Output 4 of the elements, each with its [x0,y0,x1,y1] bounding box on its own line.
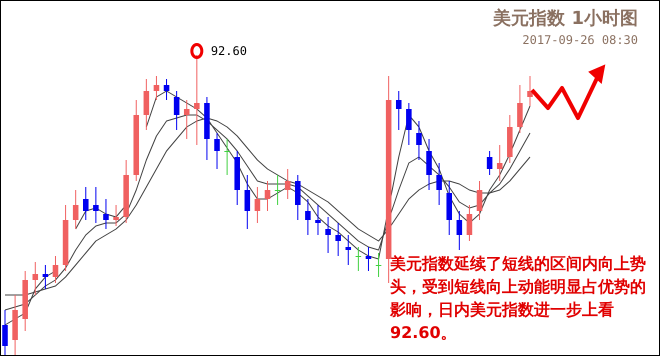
chart-title: 美元指数 1小时图 [492,8,638,29]
annotation: 92.60 [210,44,247,58]
text: 2017-09-26 08:30 [522,33,638,47]
annotation: 美元指数延续了短线的区间内向上势头，受到短线向上动能明显占优势的影响，日内美元指数进一步上看92.60。 [390,253,647,344]
